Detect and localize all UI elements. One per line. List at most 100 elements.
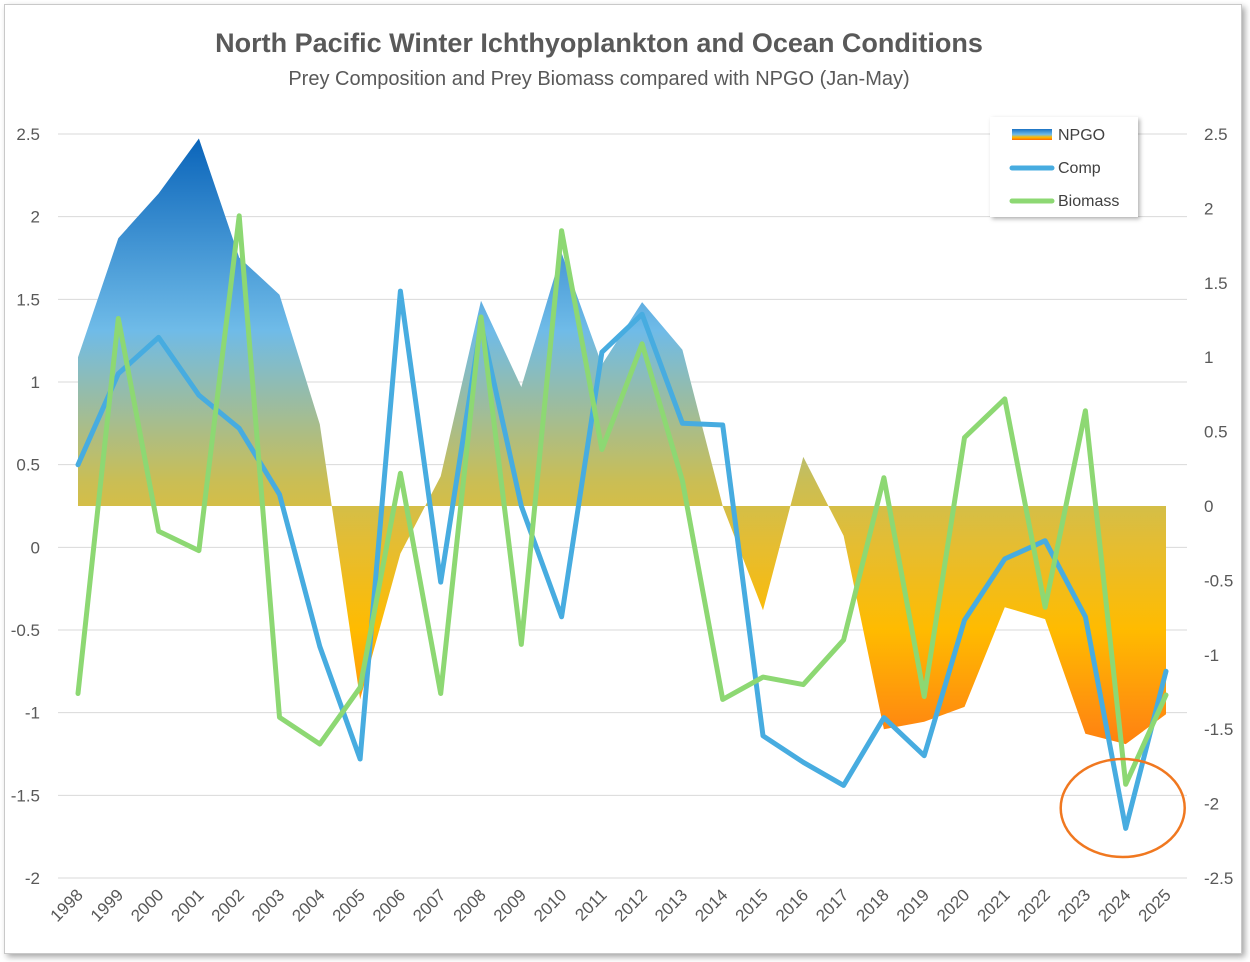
right-tick-label: -1 [1204, 646, 1219, 665]
x-tick-label: 2021 [973, 885, 1013, 925]
left-tick-label: 0.5 [16, 456, 40, 475]
biomass-point [641, 342, 644, 345]
left-tick-label: -2 [25, 869, 40, 888]
biomass-point [963, 436, 966, 439]
biomass-point [1044, 606, 1047, 609]
npgo-point [1044, 618, 1047, 621]
npgo-point [762, 609, 765, 612]
right-tick-label: 1.5 [1204, 274, 1228, 293]
right-tick-label: 1 [1204, 348, 1213, 367]
comp-point [238, 427, 241, 430]
npgo-area-layer [78, 138, 1166, 745]
biomass-point [1165, 694, 1168, 697]
biomass-point [520, 643, 523, 646]
npgo-point [923, 720, 926, 723]
npgo-point [278, 293, 281, 296]
left-tick-label: 1 [31, 373, 40, 392]
highlight-ellipse [1059, 757, 1186, 859]
npgo-point [681, 348, 684, 351]
comp-point [560, 615, 563, 618]
comp-point [197, 394, 200, 397]
right-tick-label: 2.5 [1204, 125, 1228, 144]
biomass-point [802, 683, 805, 686]
comp-point [721, 424, 724, 427]
x-tick-label: 2008 [450, 885, 490, 925]
comp-point [439, 581, 442, 584]
x-tick-label: 2001 [168, 885, 208, 925]
biomass-point [480, 316, 483, 319]
npgo-point [399, 552, 402, 555]
biomass-point [1003, 397, 1006, 400]
npgo-point [600, 363, 603, 366]
biomass-point [238, 214, 241, 217]
comp-point [399, 290, 402, 293]
legend-npgo-swatch [1012, 129, 1052, 140]
npgo-point [318, 423, 321, 426]
biomass-point [681, 479, 684, 482]
biomass-point [882, 476, 885, 479]
npgo-point [842, 534, 845, 537]
x-tick-label: 2023 [1054, 885, 1094, 925]
x-axis: 1998 1999 2000 2001 2002 2003 2004 2005 2006 2007… [47, 885, 1175, 925]
comp-point [802, 761, 805, 764]
annotations [1059, 757, 1186, 859]
biomass-point [600, 448, 603, 451]
right-tick-label: 0.5 [1204, 423, 1228, 442]
comp-point [600, 351, 603, 354]
x-tick-label: 2020 [933, 885, 973, 925]
npgo-point [1165, 713, 1168, 716]
x-tick-label: 2013 [651, 885, 691, 925]
x-tick-label: 2014 [691, 885, 731, 925]
npgo-point [157, 192, 160, 195]
biomass-point [318, 743, 321, 746]
x-tick-label: 2016 [772, 885, 812, 925]
comp-point [359, 758, 362, 761]
x-tick-label: 2006 [369, 885, 409, 925]
biomass-point [157, 530, 160, 533]
biomass-point [197, 549, 200, 552]
x-tick-label: 1999 [87, 885, 127, 925]
x-tick-label: 2007 [409, 885, 449, 925]
npgo-point [802, 455, 805, 458]
legend: NPGO Comp Biomass [990, 117, 1138, 217]
biomass-point [399, 472, 402, 475]
right-tick-label: -2.5 [1204, 869, 1233, 888]
comp-point [963, 619, 966, 622]
comp-point [842, 784, 845, 787]
comp-point [762, 734, 765, 737]
npgo-point [359, 698, 362, 701]
comp-point [1003, 557, 1006, 560]
biomass-point [762, 676, 765, 679]
biomass-point [842, 638, 845, 641]
biomass-point [278, 716, 281, 719]
series-lines [75, 213, 1169, 831]
biomass-point [439, 692, 442, 695]
comp-point [278, 493, 281, 496]
x-tick-label: 2011 [571, 885, 610, 924]
comp-point [1124, 827, 1127, 830]
comp-point [681, 422, 684, 425]
comp-point [77, 463, 80, 466]
x-tick-label: 2004 [288, 885, 328, 925]
chart-subtitle: Prey Composition and Prey Biomass compar… [288, 68, 909, 90]
comp-point [1084, 615, 1087, 618]
npgo-point [1124, 743, 1127, 746]
left-axis: 2.5 2 1.5 1 0.5 0 -0.5 -1 -1.5 -2 [11, 125, 40, 888]
comp-point [480, 323, 483, 326]
right-tick-label: -0.5 [1204, 571, 1233, 590]
right-tick-label: 2 [1204, 199, 1213, 218]
npgo-point [560, 252, 563, 255]
npgo-point [439, 475, 442, 478]
left-tick-label: -1 [25, 704, 40, 723]
npgo-point [963, 705, 966, 708]
left-tick-label: -1.5 [11, 786, 40, 805]
npgo-point [721, 505, 724, 508]
legend-comp-label: Comp [1058, 160, 1101, 177]
legend-npgo-label: NPGO [1058, 127, 1105, 144]
biomass-point [721, 698, 724, 701]
right-tick-label: 0 [1204, 497, 1213, 516]
left-tick-label: 2 [31, 208, 40, 227]
comp-point [641, 313, 644, 316]
x-tick-label: 2003 [248, 885, 288, 925]
